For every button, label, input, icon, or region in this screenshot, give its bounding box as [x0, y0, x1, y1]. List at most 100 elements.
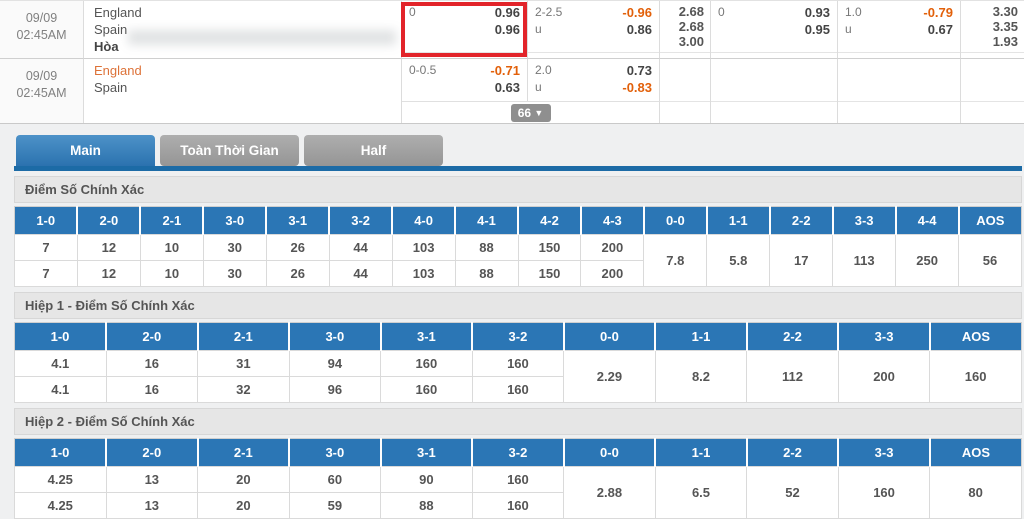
- score-odd-merged[interactable]: 5.8: [706, 234, 771, 287]
- score-odd-merged[interactable]: 112: [746, 350, 839, 403]
- score-odd[interactable]: 26: [265, 260, 330, 287]
- score-odd[interactable]: 13: [105, 492, 199, 519]
- handicap-odd[interactable]: 0.63: [494, 80, 520, 95]
- score-odd[interactable]: 4.25: [14, 492, 107, 519]
- score-odd[interactable]: 26: [265, 234, 330, 261]
- score-odd[interactable]: 150: [517, 234, 582, 261]
- score-odd-merged[interactable]: 80: [929, 466, 1022, 519]
- fh-1x2-draw-odd[interactable]: 1.93: [992, 34, 1018, 49]
- score-odd[interactable]: 20: [197, 492, 290, 519]
- score-odd[interactable]: 30: [202, 234, 267, 261]
- 1x2-odds-cell[interactable]: 2.68 2.68 3.00: [660, 1, 711, 59]
- score-odd-merged[interactable]: 200: [837, 350, 931, 403]
- fh-over-odd[interactable]: -0.79: [923, 5, 953, 20]
- score-odd-merged[interactable]: 2.29: [563, 350, 656, 403]
- handicap-odd[interactable]: 0.96: [494, 5, 520, 20]
- handicap-odds-cell[interactable]: 0-0.5 -0.71 0.63: [402, 59, 528, 101]
- score-odd-merged[interactable]: 52: [746, 466, 839, 519]
- 1x2-home-odd[interactable]: 2.68: [678, 4, 704, 19]
- score-odd-merged[interactable]: 113: [832, 234, 897, 287]
- score-odd[interactable]: 160: [380, 376, 473, 403]
- 1x2-draw-odd[interactable]: 3.00: [678, 34, 704, 49]
- teams-cell: England Spain Hòa: [84, 1, 402, 59]
- fh-1x2-home-odd[interactable]: 3.30: [992, 4, 1018, 19]
- score-column-header: 3-1: [266, 206, 331, 235]
- score-odd[interactable]: 7: [14, 234, 78, 261]
- 1x2-away-odd[interactable]: 2.68: [678, 19, 704, 34]
- score-odd[interactable]: 90: [380, 466, 473, 493]
- score-column-header: 2-0: [106, 438, 199, 467]
- score-odd-merged[interactable]: 160: [837, 466, 931, 519]
- score-odd[interactable]: 32: [197, 376, 290, 403]
- score-odd-merged[interactable]: 6.5: [654, 466, 748, 519]
- score-odd[interactable]: 160: [471, 492, 565, 519]
- tab-toan-thoi-gian[interactable]: Toàn Thời Gian: [160, 135, 299, 166]
- score-odd-merged[interactable]: 56: [958, 234, 1022, 287]
- fh-over-under-odds-cell[interactable]: 1.0 -0.79 u 0.67: [838, 1, 961, 59]
- home-team[interactable]: England: [94, 5, 142, 20]
- score-odd[interactable]: 4.25: [14, 466, 107, 493]
- score-odd[interactable]: 60: [288, 466, 382, 493]
- score-odd-merged[interactable]: 8.2: [654, 350, 748, 403]
- home-team[interactable]: England: [94, 63, 142, 78]
- fh-handicap-odd[interactable]: 0.93: [804, 5, 830, 20]
- score-odd-merged[interactable]: 160: [929, 350, 1022, 403]
- score-odd[interactable]: 150: [517, 260, 582, 287]
- score-odd-merged[interactable]: 250: [895, 234, 960, 287]
- score-odd[interactable]: 30: [202, 260, 267, 287]
- score-odd[interactable]: 160: [471, 350, 565, 377]
- score-odd[interactable]: 7: [14, 260, 78, 287]
- tab-half[interactable]: Half: [304, 135, 443, 166]
- score-odd[interactable]: 13: [105, 466, 199, 493]
- score-odd[interactable]: 4.1: [14, 350, 107, 377]
- under-odd[interactable]: 0.86: [626, 22, 652, 37]
- score-odd[interactable]: 4.1: [14, 376, 107, 403]
- over-odd[interactable]: 0.73: [626, 63, 652, 78]
- handicap-odds-cell[interactable]: 0 0.96 0.96: [402, 1, 528, 59]
- score-odd[interactable]: 16: [105, 350, 199, 377]
- away-team[interactable]: Spain: [94, 22, 128, 37]
- under-odd[interactable]: -0.83: [622, 80, 652, 95]
- over-under-odds-cell[interactable]: 2.0 0.73 u -0.83: [528, 59, 660, 101]
- score-column-header: 2-1: [140, 206, 205, 235]
- score-odd[interactable]: 94: [288, 350, 382, 377]
- score-odd[interactable]: 20: [197, 466, 290, 493]
- tab-main[interactable]: Main: [16, 135, 155, 166]
- score-odd[interactable]: 103: [391, 260, 456, 287]
- score-odd[interactable]: 12: [76, 260, 141, 287]
- score-odd[interactable]: 160: [471, 466, 565, 493]
- score-odd[interactable]: 160: [471, 376, 565, 403]
- score-odd[interactable]: 44: [328, 234, 393, 261]
- score-odd[interactable]: 44: [328, 260, 393, 287]
- handicap-odd[interactable]: 0.96: [494, 22, 520, 37]
- fh-handicap-odds-cell[interactable]: 0 0.93 0.95: [711, 1, 838, 59]
- score-odd-merged[interactable]: 7.8: [643, 234, 708, 287]
- score-odd[interactable]: 88: [454, 260, 519, 287]
- score-odd[interactable]: 200: [580, 234, 645, 261]
- over-odd[interactable]: -0.96: [622, 5, 652, 20]
- score-odd[interactable]: 12: [76, 234, 141, 261]
- handicap-odd[interactable]: -0.71: [490, 63, 520, 78]
- more-bets-dropdown[interactable]: 66 ▼: [510, 104, 551, 122]
- fh-1x2-odds-cell[interactable]: 3.30 3.35 1.93: [961, 1, 1024, 59]
- score-odd[interactable]: 31: [197, 350, 290, 377]
- score-odd-merged[interactable]: 17: [769, 234, 834, 287]
- over-under-odds-cell[interactable]: 2-2.5 -0.96 u 0.86: [528, 1, 660, 59]
- score-odd[interactable]: 88: [380, 492, 473, 519]
- score-column-header: AOS: [929, 322, 1022, 351]
- fh-under-odd[interactable]: 0.67: [927, 22, 953, 37]
- fh-1x2-away-odd[interactable]: 3.35: [992, 19, 1018, 34]
- score-odd[interactable]: 200: [580, 260, 645, 287]
- fh-handicap-odd[interactable]: 0.95: [804, 22, 830, 37]
- score-odd[interactable]: 10: [139, 234, 204, 261]
- score-odd[interactable]: 10: [139, 260, 204, 287]
- score-odd-merged[interactable]: 2.88: [563, 466, 656, 519]
- score-odd[interactable]: 16: [105, 376, 199, 403]
- score-odd[interactable]: 103: [391, 234, 456, 261]
- score-odd[interactable]: 59: [288, 492, 382, 519]
- away-team[interactable]: Spain: [94, 80, 128, 95]
- score-odd[interactable]: 160: [380, 350, 473, 377]
- score-odd[interactable]: 96: [288, 376, 382, 403]
- draw-label[interactable]: Hòa: [94, 39, 119, 54]
- score-odd[interactable]: 88: [454, 234, 519, 261]
